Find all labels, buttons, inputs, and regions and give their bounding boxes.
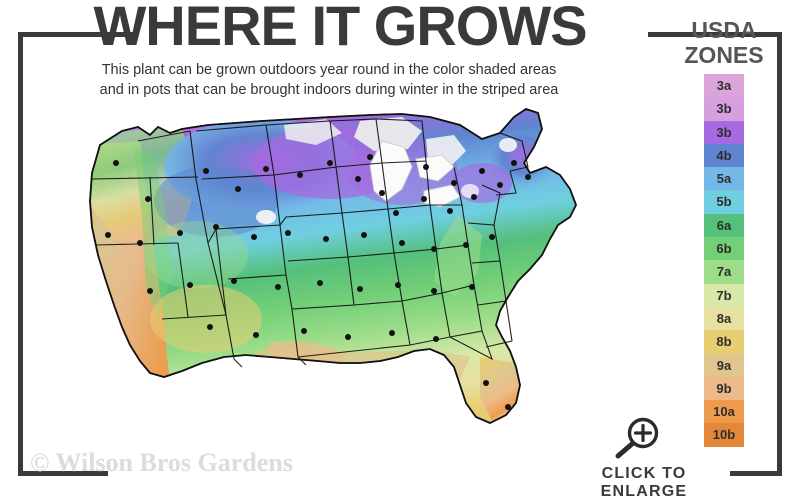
legend-swatch-4b[interactable]: 4b	[704, 143, 744, 168]
legend-swatch-9a[interactable]: 9a	[704, 353, 744, 377]
legend-swatch-10a[interactable]: 10a	[704, 400, 744, 424]
zone-color-layer	[90, 109, 576, 423]
state-boundaries	[91, 118, 529, 368]
map-svg[interactable]	[30, 105, 670, 455]
frame-top-right-segment	[648, 32, 782, 37]
legend-swatch-8b[interactable]: 8b	[704, 330, 744, 354]
hardiness-zone-map[interactable]	[30, 105, 670, 455]
legend-swatch-6a[interactable]: 6a	[704, 213, 744, 238]
city-markers	[105, 154, 531, 410]
legend-swatch-6b[interactable]: 6b	[704, 237, 744, 261]
frame-left-segment	[18, 32, 23, 476]
subtitle-line-2: and in pots that can be brought indoors …	[99, 82, 559, 98]
usda-zones-legend: USDA ZONES 3a 3b 3b 4b 5a 5b 6a 6b 7a 7b 8a 8b 9a 9b 1…	[676, 18, 772, 447]
frame-bottom-right-segment	[730, 471, 782, 476]
legend-swatch-9b[interactable]: 9b	[704, 376, 744, 401]
frame-bottom-left-segment	[18, 471, 108, 476]
subtitle: This plant can be grown outdoors year ro…	[34, 60, 624, 100]
legend-title: USDA ZONES	[676, 18, 772, 68]
legend-swatch-3b[interactable]: 3b	[704, 97, 744, 121]
watermark: © Wilson Bros Gardens	[30, 448, 293, 477]
legend-swatch-3b[interactable]: 3b	[704, 120, 744, 144]
legend-swatch-10b[interactable]: 10b	[704, 423, 744, 447]
legend-title-line-1: USDA	[691, 17, 757, 43]
frame-top-left-segment	[18, 32, 138, 37]
frame-right-segment	[777, 32, 782, 476]
country-outline	[89, 108, 577, 424]
legend-swatch-7b[interactable]: 7b	[704, 283, 744, 307]
legend-swatch-7a[interactable]: 7a	[704, 260, 744, 284]
magnifier-plus-icon[interactable]	[612, 416, 664, 460]
legend-swatch-5a[interactable]: 5a	[704, 167, 744, 191]
legend-swatch-5b[interactable]: 5b	[704, 190, 744, 214]
legend-swatch-8a[interactable]: 8a	[704, 306, 744, 331]
page-title: WHERE IT GROWS	[93, 0, 587, 57]
legend-swatch-list: 3a 3b 3b 4b 5a 5b 6a 6b 7a 7b 8a 8b 9a 9b 10a 10b	[704, 74, 744, 447]
subtitle-line-1: This plant can be grown outdoors year ro…	[101, 62, 557, 78]
legend-swatch-3a[interactable]: 3a	[704, 74, 744, 98]
click-to-enlarge-label[interactable]: CLICK TO ENLARGE	[600, 465, 688, 500]
legend-title-line-2: ZONES	[684, 42, 764, 68]
